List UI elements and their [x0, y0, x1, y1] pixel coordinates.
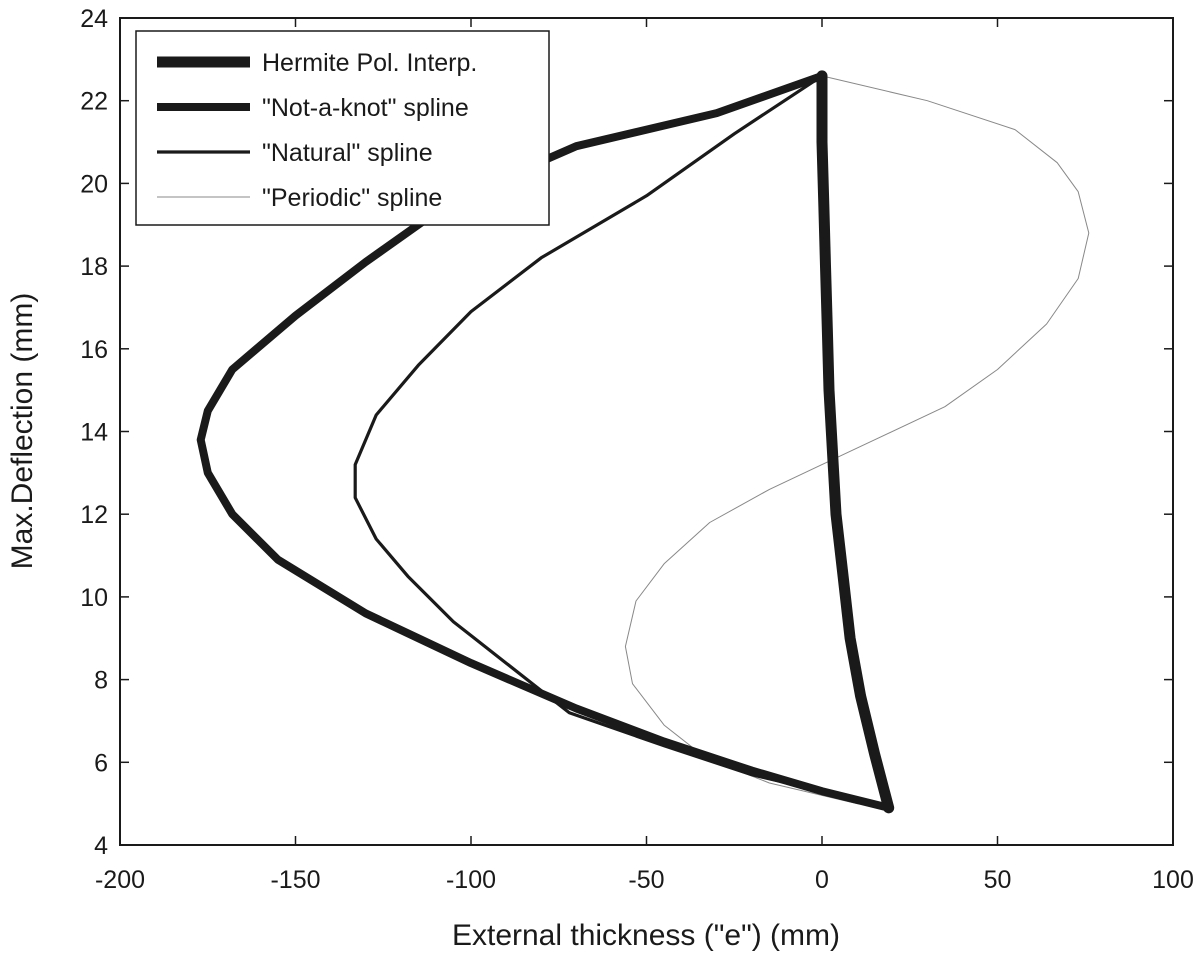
- series-line-hermite-pol-interp: [816, 70, 895, 814]
- y-tick-label: 8: [94, 667, 108, 695]
- x-tick-label: 50: [984, 866, 1012, 894]
- y-tick-label: 12: [80, 501, 108, 529]
- tick-layer: -200 -150 -100 -50 0 50 100 4 6 8 10 12 14 16 18 20 22 24: [80, 5, 1194, 894]
- x-tick-label: -100: [446, 866, 496, 894]
- legend-label-natural-spline: "Natural" spline: [262, 139, 433, 167]
- y-tick-label: 20: [80, 170, 108, 198]
- x-tick-label: -50: [628, 866, 664, 894]
- legend-label-periodic-spline: "Periodic" spline: [262, 184, 442, 212]
- x-tick-label: 0: [815, 866, 829, 894]
- legend: Hermite Pol. Interp. "Not-a-knot" spline "…: [135, 30, 550, 226]
- y-tick-label: 10: [80, 584, 108, 612]
- y-tick-label: 6: [94, 749, 108, 777]
- y-tick-label: 22: [80, 88, 108, 116]
- y-axis-title: Max.Deflection (mm): [6, 293, 39, 570]
- y-tick-label: 4: [94, 832, 108, 860]
- x-tick-label: 100: [1152, 866, 1194, 894]
- x-tick-label: -150: [270, 866, 320, 894]
- y-tick-label: 16: [80, 336, 108, 364]
- y-tick-label: 18: [80, 253, 108, 281]
- y-tick-label: 24: [80, 5, 108, 33]
- legend-label-not-a-knot-spline: "Not-a-knot" spline: [262, 94, 469, 122]
- x-axis-title: External thickness ("e") (mm): [452, 919, 840, 952]
- x-tick-label: -200: [95, 866, 145, 894]
- y-tick-label: 14: [80, 419, 108, 447]
- legend-label-hermite-pol-interp: Hermite Pol. Interp.: [262, 49, 477, 77]
